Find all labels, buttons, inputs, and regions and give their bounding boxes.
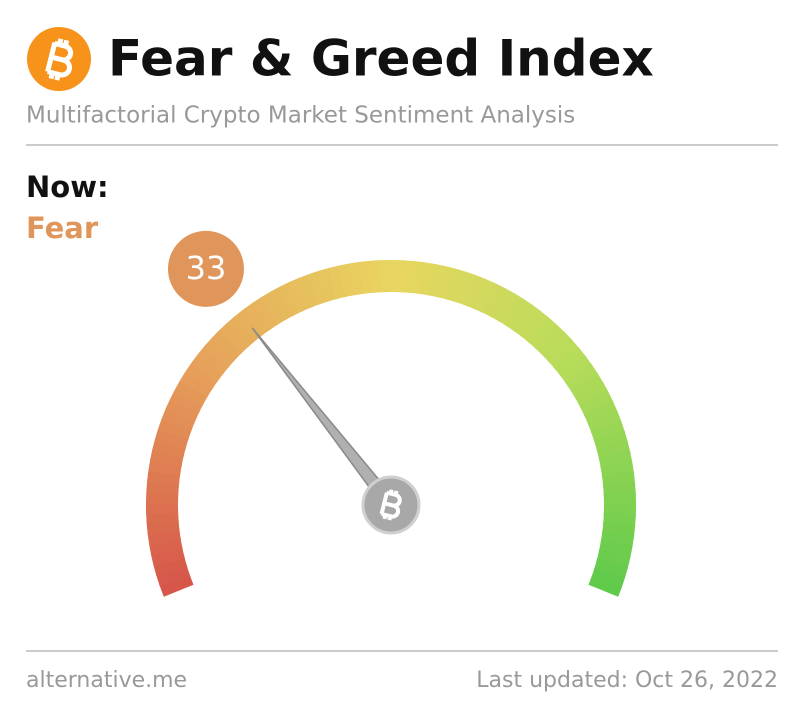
classification: Fear bbox=[26, 211, 99, 245]
gauge-arc-segment bbox=[603, 581, 607, 590]
value-label: 33 bbox=[186, 249, 227, 287]
title: Fear & Greed Index bbox=[108, 30, 654, 88]
gauge: 33 bbox=[162, 231, 620, 591]
logo bbox=[27, 27, 91, 91]
source: alternative.me bbox=[26, 668, 187, 693]
subtitle: Multifactorial Crypto Market Sentiment A… bbox=[26, 103, 575, 129]
now-label: Now: bbox=[26, 170, 109, 204]
last-updated: Last updated: Oct 26, 2022 bbox=[476, 668, 778, 693]
